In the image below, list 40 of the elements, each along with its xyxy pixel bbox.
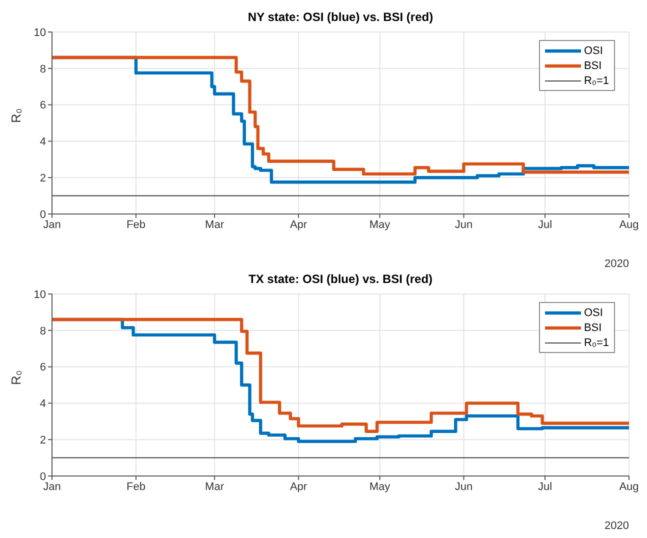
x-tick-label: Jun xyxy=(454,480,473,493)
x-tick-label: Mar xyxy=(205,218,224,231)
legend-label: R₀=1 xyxy=(584,336,609,348)
y-tick-label: 4 xyxy=(40,136,46,148)
y-tick-label: 10 xyxy=(34,288,46,301)
y-tick-label: 0 xyxy=(40,208,46,221)
y-tick-label: 6 xyxy=(40,100,46,112)
x-tick-label: Jun xyxy=(454,218,473,231)
text: 2020 xyxy=(604,258,629,270)
chart-title: NY state: OSI (blue) vs. BSI (red) xyxy=(246,10,434,24)
y-tick-label: 6 xyxy=(40,362,46,374)
y-axis-title: R₀ xyxy=(8,108,24,123)
x-tick-label: Jan xyxy=(43,218,61,231)
x-tick-label: Feb xyxy=(126,480,146,493)
y-tick-label: 2 xyxy=(40,434,46,447)
legend-label: OSI xyxy=(584,44,603,56)
x-tick-label: Jan xyxy=(43,480,61,493)
x-tick-label: Apr xyxy=(290,218,308,231)
x-tick-label: Jul xyxy=(538,480,552,493)
legend-label: BSI xyxy=(584,322,602,334)
chart-title: TX state: OSI (blue) vs. BSI (red) xyxy=(247,272,434,286)
legend-label: R₀=1 xyxy=(584,74,609,86)
y-tick-label: 2 xyxy=(40,172,46,185)
x-tick-label: May xyxy=(369,480,391,493)
y-axis-title: R₀ xyxy=(8,370,24,385)
x-tick-label: Feb xyxy=(126,218,146,231)
y-tick-label: 8 xyxy=(40,63,46,76)
x-tick-label: Aug xyxy=(619,218,639,231)
legend-label: BSI xyxy=(584,60,602,72)
y-tick-label: 8 xyxy=(40,325,46,338)
x-tick-label: Apr xyxy=(290,480,308,493)
x-tick-label: Mar xyxy=(205,480,224,493)
y-tick-label: 10 xyxy=(34,26,46,39)
y-tick-label: 0 xyxy=(40,470,46,483)
legend-label: OSI xyxy=(584,306,603,318)
x-tick-label: Aug xyxy=(619,480,639,493)
x-tick-label: May xyxy=(369,218,391,231)
text: 2020 xyxy=(604,520,629,532)
y-tick-label: 4 xyxy=(40,398,46,410)
x-tick-label: Jul xyxy=(538,218,552,231)
